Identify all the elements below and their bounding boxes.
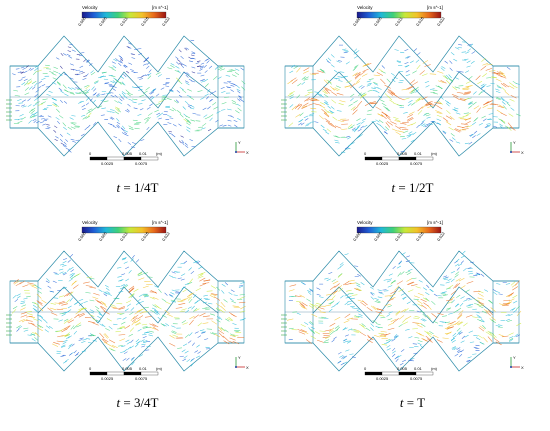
velocity-field-plot	[281, 11, 521, 161]
velocity-field-plot	[6, 11, 246, 161]
axis-x-label: X	[521, 150, 524, 155]
channel-geometry	[284, 250, 520, 372]
caption-value: = T	[403, 395, 426, 410]
axis-triad	[235, 357, 245, 368]
scale-bar-label: (m)	[156, 151, 162, 156]
axis-x-label: X	[246, 365, 249, 370]
scale-bar-label: 0.01	[414, 151, 422, 156]
scale-bar-label: (m)	[431, 151, 437, 156]
scale-bar	[89, 371, 159, 376]
scale-bar-label: 0.01	[414, 366, 422, 371]
caption-value: = 3/4T	[120, 395, 159, 410]
scale-bar-label: 0.0075	[410, 376, 423, 381]
panel-caption: t = 3/4T	[0, 395, 275, 411]
flow-panel: Velocity [m s^-1] 0.000 0.005 0.011 0.016 0.02…	[275, 0, 550, 215]
scale-bar-label: (m)	[156, 366, 162, 371]
scale-bar-label: 0	[364, 151, 367, 156]
flow-panel: Velocity [m s^-1] 0.000 0.005 0.011 0.016 0.02…	[0, 215, 275, 430]
scale-bar-label: 0.005	[397, 366, 408, 371]
velocity-vectors	[281, 250, 522, 366]
axis-x-label: X	[521, 365, 524, 370]
scale-bar-label: 0.01	[139, 366, 147, 371]
axis-triad	[510, 142, 520, 153]
channel-geometry	[9, 250, 245, 372]
scale-bar	[364, 371, 434, 376]
caption-variable: t	[116, 180, 121, 195]
colorbar-title: Velocity	[82, 5, 98, 10]
scale-bar-label: 0	[89, 151, 92, 156]
colorbar-unit: [m s^-1]	[152, 5, 168, 10]
scale-bar-label: 0	[364, 366, 367, 371]
flow-panel: Velocity [m s^-1] 0.000 0.005 0.011 0.016 0.02…	[0, 0, 275, 215]
axis-y-label: Y	[238, 355, 241, 360]
scale-bar-label: 0.005	[122, 151, 133, 156]
scale-bar-label: 0.0075	[135, 161, 148, 166]
panel-caption: t = 1/4T	[0, 180, 275, 196]
velocity-vectors	[6, 39, 246, 153]
colorbar	[356, 11, 442, 19]
caption-value: = 1/2T	[395, 180, 434, 195]
axis-triad	[235, 142, 245, 153]
caption-variable: t	[116, 395, 121, 410]
colorbar	[81, 226, 167, 234]
scale-bar-label: 0.01	[139, 151, 147, 156]
axis-y-label: Y	[513, 140, 516, 145]
panel-caption: t = T	[275, 395, 550, 411]
axis-x-label: X	[246, 150, 249, 155]
scale-bar-label: 0.005	[397, 151, 408, 156]
scale-bar-label: 0.005	[122, 366, 133, 371]
scale-bar-label: 0.0025	[101, 376, 114, 381]
colorbar-unit: [m s^-1]	[427, 5, 443, 10]
axis-y-label: Y	[513, 355, 516, 360]
scale-bar-label: 0.0075	[135, 376, 148, 381]
caption-variable: t	[391, 180, 396, 195]
scale-bar	[89, 156, 159, 161]
scale-bar-label: 0.0075	[410, 161, 423, 166]
colorbar-unit: [m s^-1]	[152, 220, 168, 225]
axis-y-label: Y	[238, 140, 241, 145]
scale-bar-label: (m)	[431, 366, 437, 371]
channel-geometry	[284, 35, 520, 157]
axis-triad	[510, 357, 520, 368]
velocity-field-plot	[281, 226, 522, 376]
velocity-vectors	[281, 41, 521, 153]
velocity-vectors	[6, 254, 246, 367]
colorbar	[356, 226, 442, 234]
channel-geometry	[9, 35, 245, 157]
colorbar-title: Velocity	[357, 5, 373, 10]
colorbar-unit: [m s^-1]	[427, 220, 443, 225]
flow-panel: Velocity [m s^-1] 0.000 0.005 0.011 0.016 0.02…	[275, 215, 550, 430]
scale-bar	[364, 156, 434, 161]
scale-bar-label: 0	[89, 366, 92, 371]
scale-bar-label: 0.0025	[376, 161, 389, 166]
scale-bar-label: 0.0025	[101, 161, 114, 166]
caption-variable: t	[399, 395, 404, 410]
colorbar	[81, 11, 167, 19]
caption-value: = 1/4T	[120, 180, 159, 195]
colorbar-title: Velocity	[357, 220, 373, 225]
panel-caption: t = 1/2T	[275, 180, 550, 196]
colorbar-title: Velocity	[82, 220, 98, 225]
velocity-field-plot	[6, 226, 246, 376]
scale-bar-label: 0.0025	[376, 376, 389, 381]
